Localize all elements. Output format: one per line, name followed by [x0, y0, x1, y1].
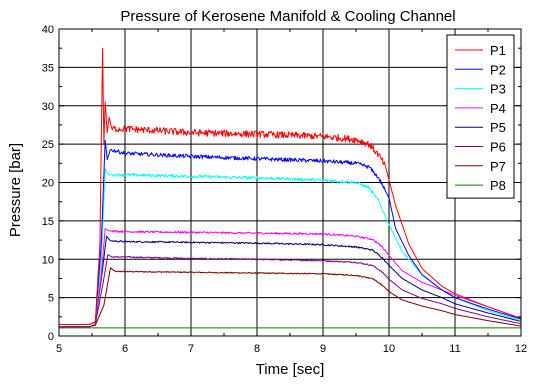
y-tick-label: 30 [42, 101, 54, 113]
axis-ticks [58, 28, 522, 337]
series-line-p4 [59, 228, 522, 325]
y-tick-label: 40 [42, 24, 54, 36]
series-line-p2 [59, 139, 522, 325]
y-tick-label: 10 [42, 254, 54, 266]
series-line-p5 [59, 235, 522, 325]
chart-title: Pressure of Kerosene Manifold & Cooling … [120, 8, 455, 25]
legend-label-p3: P3 [490, 82, 506, 97]
legend: P1 P2 P3 P4 P5 P6 P7 P8 [446, 34, 515, 199]
x-tick-label: 6 [122, 343, 128, 355]
series-line-p1 [59, 47, 522, 325]
legend-label-p1: P1 [490, 43, 506, 58]
x-tick-label: 10 [383, 343, 395, 355]
x-tick-label: 11 [449, 343, 460, 355]
y-tick-label: 35 [42, 62, 54, 74]
legend-label-p5: P5 [490, 120, 506, 135]
y-tick-label: 20 [42, 178, 54, 190]
y-tick-label: 0 [48, 331, 54, 343]
legend-label-p2: P2 [490, 62, 506, 77]
legend-label-p4: P4 [490, 101, 506, 116]
series-lines [59, 47, 522, 329]
x-tick-label: 7 [188, 343, 194, 355]
legend-label-p8: P8 [490, 178, 506, 193]
y-tick-label: 15 [42, 216, 54, 228]
legend-box [446, 34, 515, 199]
legend-label-p6: P6 [490, 140, 506, 155]
y-tick-labels: 0 5 10 15 20 25 30 35 40 [42, 24, 54, 343]
x-tick-labels: 5 6 7 8 9 10 11 12 [56, 343, 527, 355]
y-tick-label: 5 [48, 293, 54, 305]
x-tick-label: 8 [254, 343, 260, 355]
y-tick-label: 25 [42, 139, 54, 151]
series-line-p6 [59, 254, 522, 328]
x-axis-label: Time [sec] [256, 361, 325, 378]
x-tick-label: 12 [515, 343, 527, 355]
series-line-p7 [59, 267, 522, 328]
y-axis-label: Pressure [bar] [7, 143, 24, 237]
legend-label-p7: P7 [490, 159, 506, 174]
x-tick-label: 5 [56, 343, 62, 355]
x-tick-label: 9 [320, 343, 326, 355]
